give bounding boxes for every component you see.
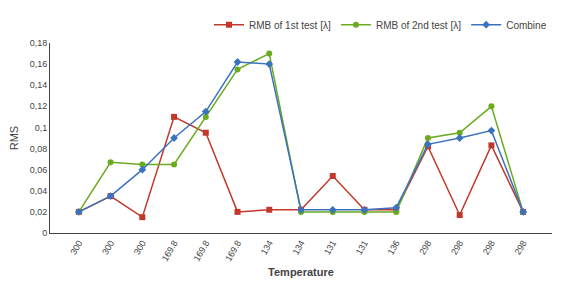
svg-text:169.8: 169.8 [191, 239, 211, 264]
svg-text:RMB of 1st test [λ]: RMB of 1st test [λ] [249, 20, 331, 31]
svg-text:169.8: 169.8 [223, 239, 243, 264]
svg-text:0,16: 0,16 [30, 59, 48, 69]
svg-text:RMS: RMS [8, 126, 20, 150]
svg-text:0,18: 0,18 [30, 38, 48, 48]
svg-text:298: 298 [417, 239, 433, 257]
svg-text:0,06: 0,06 [30, 165, 48, 175]
svg-text:136: 136 [386, 239, 402, 257]
svg-text:131: 131 [322, 239, 338, 257]
svg-text:0,02: 0,02 [30, 207, 48, 217]
svg-text:300: 300 [132, 239, 148, 257]
svg-text:134: 134 [259, 239, 275, 257]
svg-text:Temperature: Temperature [268, 266, 334, 278]
svg-text:0,1: 0,1 [35, 123, 48, 133]
svg-text:0,08: 0,08 [30, 144, 48, 154]
svg-text:RMB of 2nd test [λ]: RMB of 2nd test [λ] [376, 20, 461, 31]
svg-text:0,04: 0,04 [30, 186, 48, 196]
svg-text:298: 298 [513, 239, 529, 257]
svg-text:0: 0 [42, 228, 47, 238]
svg-text:131: 131 [354, 239, 370, 257]
svg-text:300: 300 [100, 239, 116, 257]
svg-text:300: 300 [68, 239, 84, 257]
svg-text:169.8: 169.8 [160, 239, 180, 264]
svg-text:298: 298 [449, 239, 465, 257]
svg-text:0,12: 0,12 [30, 101, 48, 111]
svg-text:134: 134 [290, 239, 306, 257]
svg-text:298: 298 [481, 239, 497, 257]
svg-text:0,14: 0,14 [30, 80, 48, 90]
svg-text:Combine: Combine [506, 20, 546, 31]
